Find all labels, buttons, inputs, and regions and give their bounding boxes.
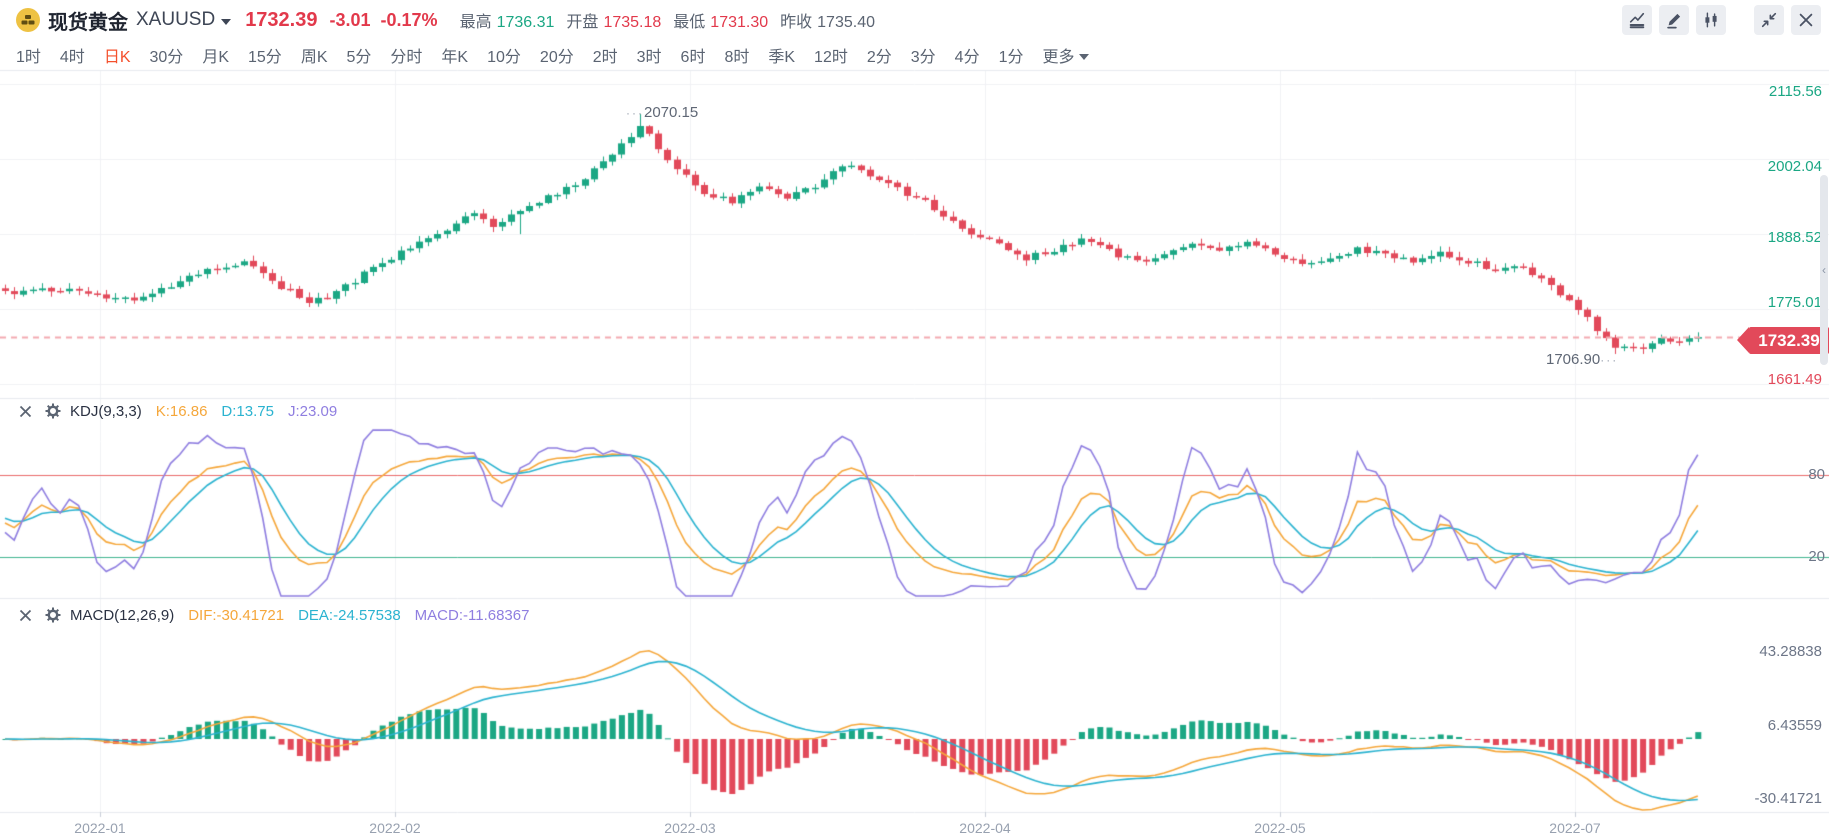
chart-toolbar [1615, 5, 1821, 35]
date-axis-label: 2022-03 [664, 820, 716, 836]
axis-scrollbar-thumb[interactable]: ‹ [1820, 175, 1828, 365]
stat-value: 1736.31 [496, 14, 555, 31]
stat-label: 最低 [673, 14, 706, 31]
price-change: -3.01 [329, 9, 371, 30]
macd-name: MACD(12,26,9) [70, 606, 175, 624]
tab-30分[interactable]: 30分 [149, 49, 184, 66]
quote-stats: 最高 1736.31 开盘 1735.18 最低 1731.30 昨收 1735.40 [448, 8, 875, 32]
tab-8时[interactable]: 8时 [724, 49, 750, 66]
price-axis-label: 2002.04 [1767, 158, 1822, 175]
kdj-value: J:23.09 [287, 402, 338, 420]
tab-3分[interactable]: 3分 [910, 49, 936, 66]
price-axis-label: 1775.01 [1767, 294, 1822, 311]
date-axis-label: 2022-04 [959, 820, 1011, 836]
macd-axis-label: -30.41721 [1754, 790, 1822, 807]
macd-panel-header: MACD(12,26,9) DIF:-30.41721 DEA:-24.57538… [14, 604, 543, 626]
quote-stat: 开盘 1735.18 [566, 8, 661, 32]
macd-value: MACD:-11.68367 [414, 606, 530, 624]
price-change-pct: -0.17% [380, 9, 438, 30]
kdj-name: KDJ(9,3,3) [70, 402, 142, 420]
quote-stat: 最低 1731.30 [673, 8, 768, 32]
date-axis-label: 2022-05 [1254, 820, 1306, 836]
gear-icon[interactable] [42, 604, 64, 626]
close-icon[interactable] [14, 604, 36, 626]
pencil-edit-icon[interactable] [1659, 5, 1689, 35]
tab-月K[interactable]: 月K [202, 49, 229, 66]
tab-年K[interactable]: 年K [441, 49, 469, 66]
price-axis-label: 1888.52 [1767, 229, 1822, 246]
stat-value: 1735.18 [603, 14, 662, 31]
kdj-panel-header: KDJ(9,3,3) K:16.86 D:13.75 J:23.09 [14, 400, 351, 422]
candlestick-style-icon[interactable] [1696, 5, 1726, 35]
close-icon[interactable] [1791, 5, 1821, 35]
quote-stat: 最高 1736.31 [460, 8, 555, 32]
tab-1分[interactable]: 1分 [998, 49, 1024, 66]
macd-axis-label: 43.28838 [1759, 643, 1822, 660]
chevron-left-icon: ‹ [1822, 263, 1826, 277]
tab-1时[interactable]: 1时 [16, 49, 41, 66]
tab-2分[interactable]: 2分 [866, 49, 892, 66]
tab-15分[interactable]: 15分 [248, 49, 282, 66]
tab-分时[interactable]: 分时 [390, 49, 423, 66]
stat-label: 最高 [459, 14, 492, 31]
kdj-level-label: 80 [1808, 466, 1825, 483]
gear-icon[interactable] [42, 400, 64, 422]
tab-20分[interactable]: 20分 [539, 49, 574, 66]
tab-周K[interactable]: 周K [300, 49, 328, 66]
instrument-symbol: XAUUSD [136, 9, 216, 30]
price-axis-label: 2115.56 [1768, 83, 1822, 100]
kdj-value: K:16.86 [155, 402, 208, 420]
stat-value: 1731.30 [710, 14, 769, 31]
quote-stat: 昨收 1735.40 [780, 8, 875, 32]
leader-dots: ··· [1600, 353, 1619, 367]
price-axis-label: 1661.49 [1767, 371, 1822, 388]
header: 现货黄金 XAUUSD 1732.39 -3.01 -0.17% 最高 1736.… [0, 0, 1829, 40]
instrument-title: 现货黄金 [48, 11, 128, 34]
chevron-down-icon[interactable] [221, 19, 232, 25]
kdj-level-label: 20 [1808, 548, 1825, 565]
tab-季K[interactable]: 季K [768, 49, 796, 66]
tab-10分[interactable]: 10分 [487, 49, 521, 66]
gold-bars-icon [16, 8, 40, 32]
macd-value: DEA:-24.57538 [298, 606, 401, 624]
trough-low-annotation: 1706.90··· [1546, 351, 1619, 368]
macd-values: DIF:-30.41721 DEA:-24.57538 MACD:-11.68367 [188, 607, 543, 624]
tab-4时[interactable]: 4时 [59, 49, 85, 66]
current-price-badge: 1732.39 [1737, 327, 1829, 354]
more-label: 更多 [1042, 49, 1075, 66]
date-axis: 2022-01 2022-02 2022-03 2022-04 2022-05 2022-… [0, 816, 1829, 838]
stat-value: 1735.40 [817, 14, 875, 31]
date-axis-label: 2022-02 [369, 820, 421, 836]
tab-日K[interactable]: 日K [103, 49, 131, 66]
leader-dots: ··· [626, 106, 644, 120]
tab-4分[interactable]: 4分 [954, 49, 980, 66]
tab-2时[interactable]: 2时 [592, 49, 618, 66]
macd-value: DIF:-30.41721 [188, 606, 285, 624]
tab-6时[interactable]: 6时 [680, 49, 706, 66]
date-axis-label: 2022-01 [74, 820, 126, 836]
timeframe-tabs: 1时 4时 日K 30分 月K 15分 周K 5分 分时 年K 10分 20分 2时 3时 6时 8时 季K 12… [16, 40, 1089, 70]
stat-label: 开盘 [566, 14, 599, 31]
tab-5分[interactable]: 5分 [346, 49, 372, 66]
close-icon[interactable] [14, 400, 36, 422]
tab-3时[interactable]: 3时 [636, 49, 662, 66]
collapse-icon[interactable] [1754, 5, 1784, 35]
indicator-line-chart-icon[interactable] [1622, 5, 1652, 35]
kdj-value: D:13.75 [221, 402, 274, 420]
stat-label: 昨收 [780, 14, 813, 31]
kdj-values: K:16.86 D:13.75 J:23.09 [156, 403, 351, 420]
last-price: 1732.39 [245, 8, 318, 31]
date-axis-label: 2022-07 [1549, 820, 1601, 836]
peak-high-annotation: ···2070.15 [626, 104, 699, 121]
tab-12时[interactable]: 12时 [814, 49, 848, 66]
more-menu[interactable]: 更多 [1042, 43, 1089, 67]
chevron-down-icon [1078, 54, 1089, 60]
macd-axis-label: 6.43559 [1767, 717, 1822, 734]
